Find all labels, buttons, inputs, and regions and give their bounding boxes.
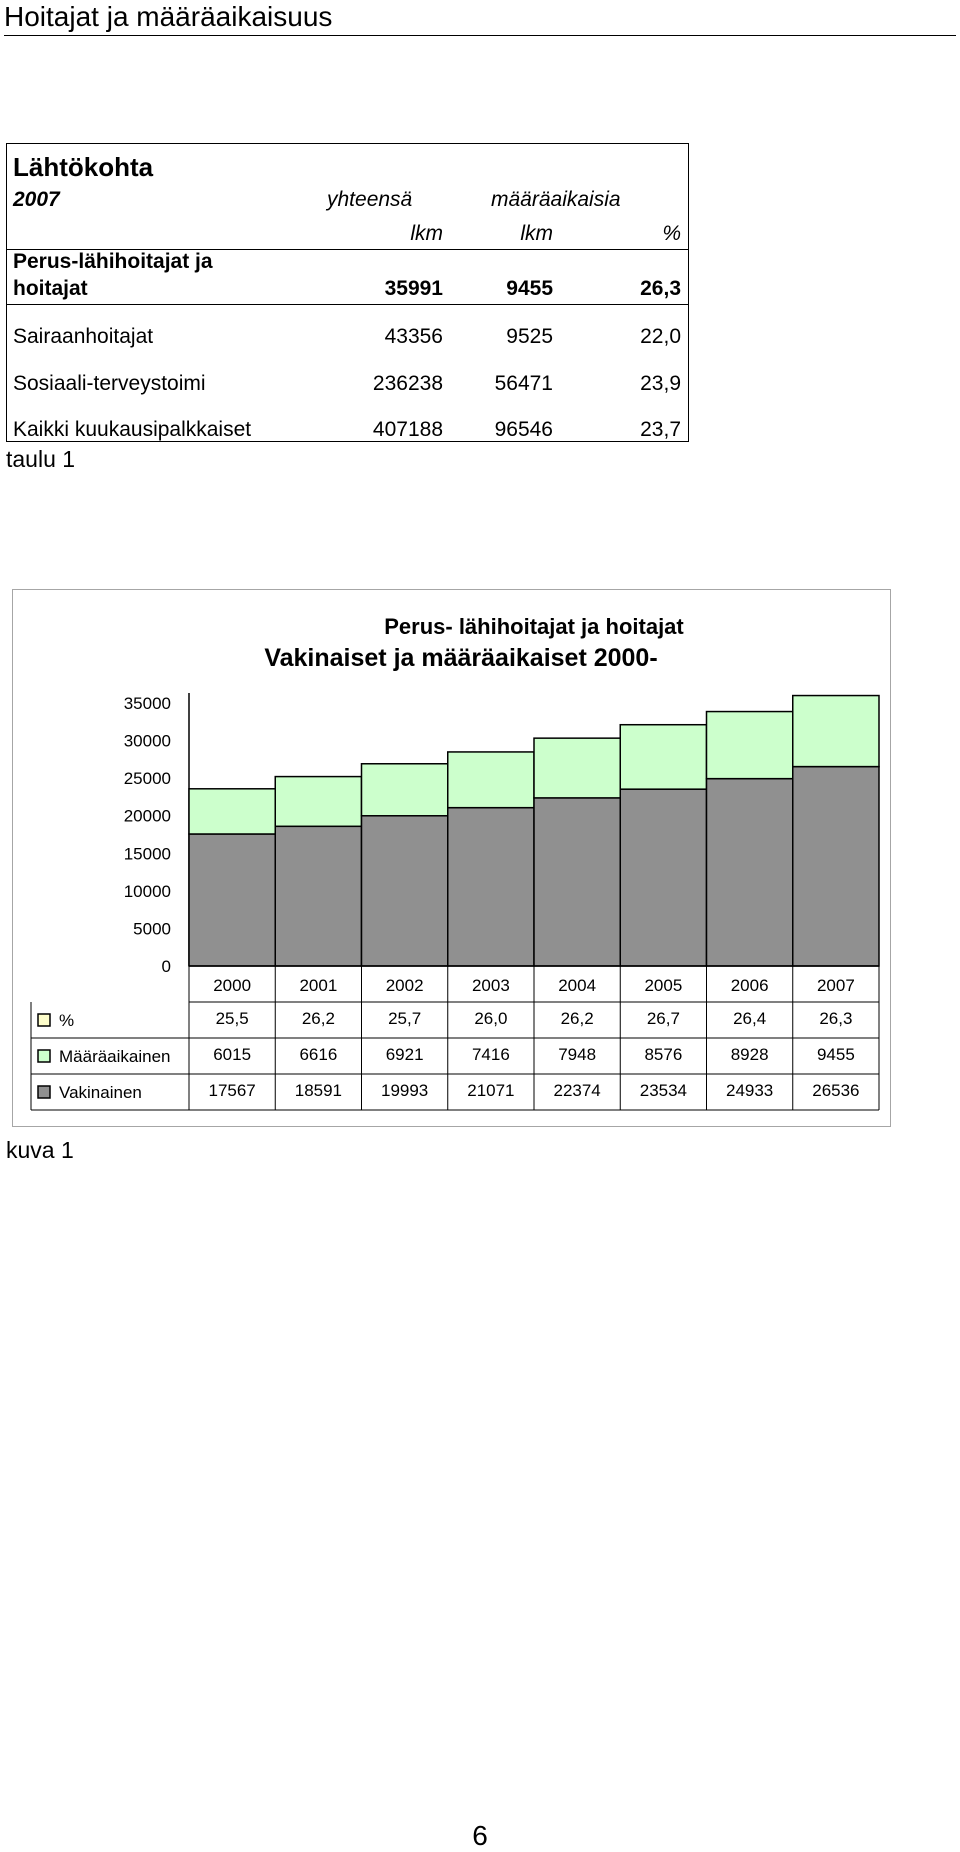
legend-percent-swatch [37, 1013, 51, 1027]
col-header-fixed: määräaikaisia [491, 188, 621, 211]
data-table-cell: 9455 [817, 1045, 855, 1064]
row-label-line1: Perus-lähihoitajat ja [13, 250, 213, 273]
legend-vakinainen-label: Vakinainen [59, 1083, 142, 1102]
row-total: 407188 [372, 418, 443, 441]
bar-maaraaikainen [619, 723, 708, 790]
row-total: 43356 [384, 325, 443, 348]
bar-vakinainen [447, 806, 535, 967]
data-table-cell: 26,2 [561, 1009, 594, 1028]
stacked-bar-chart: Perus- lähihoitajat ja hoitajat Vakinaise… [30, 614, 880, 1111]
unit-fixed: lkm [520, 222, 553, 245]
data-table-cell: 26536 [812, 1081, 859, 1100]
data-table-cell: 6921 [386, 1045, 424, 1064]
row-label: Sairaanhoitajat [13, 325, 154, 348]
chart-title-line2: Vakinaiset ja määräaikaiset 2000- [264, 644, 657, 672]
y-tick-label: 30000 [124, 732, 171, 751]
legend-percent-label: % [59, 1011, 74, 1030]
row-label: Sosiaali-terveystoimi [13, 372, 206, 395]
table-year: 2007 [13, 188, 60, 211]
legend-maaraaikainen-swatch [37, 1049, 51, 1063]
data-table-cell: 18591 [295, 1081, 342, 1100]
data-table-cell: 17567 [208, 1081, 255, 1100]
y-tick-label: 20000 [124, 807, 171, 826]
page-number: 6 [472, 1820, 488, 1851]
x-tick-label: 2001 [299, 976, 337, 995]
y-tick-label: 0 [162, 957, 171, 976]
data-table-cell: 25,7 [388, 1009, 421, 1028]
x-tick-label: 2005 [644, 976, 682, 995]
data-table-cell: 6015 [213, 1045, 251, 1064]
table-title: Lähtökohta [13, 152, 154, 182]
row-fixed: 56471 [494, 372, 553, 395]
row-fixed: 9455 [506, 277, 553, 300]
bar-maaraaikainen [705, 710, 794, 780]
table-lahtokohta: Lähtökohta 2007 yhteensä määräaikaisia l… [6, 143, 689, 442]
data-table-cell: 8928 [731, 1045, 769, 1064]
table-rule [7, 304, 688, 305]
x-tick-label: 2003 [472, 976, 510, 995]
table-caption: taulu 1 [6, 446, 76, 472]
data-table-cell: 22374 [553, 1081, 600, 1100]
row-fixed: 96546 [494, 418, 553, 441]
bar-maaraaikainen [188, 788, 276, 835]
data-table-cell: 26,7 [647, 1009, 680, 1028]
page-heading: Hoitajat ja määräaikaisuus [4, 0, 956, 36]
chart-frame: Perus- lähihoitajat ja hoitajat Vakinaise… [12, 589, 891, 1127]
chart-caption: kuva 1 [6, 1137, 74, 1163]
y-tick-label: 15000 [124, 844, 171, 863]
row-fixed: 9525 [506, 325, 553, 348]
y-tick-label: 10000 [124, 882, 171, 901]
bar-maaraaikainen [792, 694, 880, 768]
row-label-line2: hoitajat [13, 277, 88, 300]
bar-vakinainen [619, 788, 708, 967]
bar-maaraaikainen [447, 751, 535, 809]
row-total: 236238 [372, 372, 443, 395]
bar-maaraaikainen [360, 763, 449, 817]
data-table-cell: 26,4 [733, 1009, 766, 1028]
data-table-cell: 21071 [467, 1081, 514, 1100]
data-table-cell: 8576 [644, 1045, 682, 1064]
bar-vakinainen [360, 815, 449, 967]
x-tick-label: 2000 [213, 976, 251, 995]
x-tick-label: 2007 [817, 976, 855, 995]
data-table-cell: 26,3 [819, 1009, 852, 1028]
data-table-cell: 6616 [299, 1045, 337, 1064]
x-tick-label: 2004 [558, 976, 596, 995]
bar-maaraaikainen [274, 775, 363, 828]
data-table-cell: 19993 [381, 1081, 428, 1100]
x-tick-label: 2006 [731, 976, 769, 995]
x-tick-label: 2002 [386, 976, 424, 995]
unit-percent: % [662, 222, 681, 245]
data-table-cell: 24933 [726, 1081, 773, 1100]
chart-title-line1: Perus- lähihoitajat ja hoitajat [384, 614, 684, 639]
row-percent: 26,3 [640, 277, 681, 300]
data-table-cell: 26,0 [474, 1009, 507, 1028]
bar-maaraaikainen [533, 737, 621, 799]
row-percent: 22,0 [640, 325, 681, 348]
unit-total: lkm [410, 222, 443, 245]
legend-vakinainen-swatch [37, 1085, 51, 1099]
data-table-cell: 7416 [472, 1045, 510, 1064]
data-table-cell: 23534 [640, 1081, 687, 1100]
data-table-cell: 25,5 [216, 1009, 249, 1028]
bar-vakinainen [188, 833, 276, 967]
table-rule [7, 249, 688, 250]
y-tick-label: 25000 [124, 769, 171, 788]
row-percent: 23,7 [640, 418, 681, 441]
y-tick-label: 35000 [124, 694, 171, 713]
data-table-cell: 26,2 [302, 1009, 335, 1028]
y-tick-label: 5000 [133, 919, 171, 938]
col-header-total: yhteensä [327, 188, 413, 211]
row-total: 35991 [384, 277, 443, 300]
legend-maaraaikainen-label: Määräaikainen [59, 1047, 171, 1066]
data-table-cell: 7948 [558, 1045, 596, 1064]
bar-vakinainen [792, 765, 880, 967]
bar-vakinainen [274, 825, 363, 967]
bar-vakinainen [533, 797, 621, 967]
bar-vakinainen [705, 777, 794, 967]
row-percent: 23,9 [640, 372, 681, 395]
row-label: Kaikki kuukausipalkkaiset [13, 418, 252, 441]
